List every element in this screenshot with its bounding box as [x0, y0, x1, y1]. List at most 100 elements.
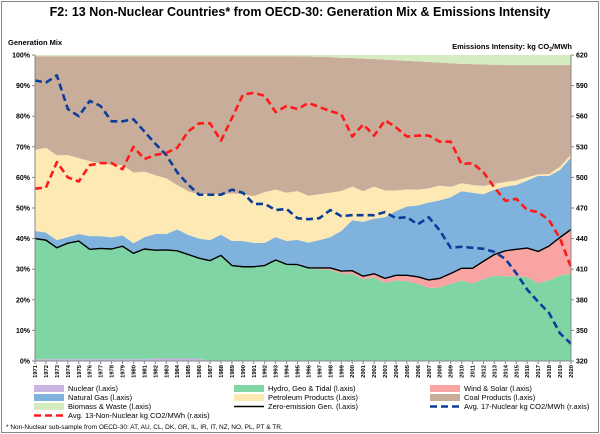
legend-label-wind-solar-l-axis: Wind & Solar (l.axis)	[464, 384, 532, 393]
x-tick-label: 1981	[142, 364, 148, 378]
x-tick-label: 1978	[110, 364, 116, 378]
x-tick-label: 2016	[525, 364, 531, 378]
x-tick-label: 2007	[427, 365, 433, 378]
right-tick-label: 500	[576, 175, 588, 182]
right-tick-label: 380	[576, 297, 588, 304]
x-tick-label: 2010	[460, 365, 466, 378]
area-petroleum-products-l-axis	[35, 147, 571, 244]
right-tick-label: 410	[576, 267, 588, 274]
x-tick-label: 2020	[569, 365, 575, 378]
legend-label-nuclear-l-axis: Nuclear (l.axis)	[68, 384, 119, 393]
x-tick-label: 1994	[285, 364, 291, 378]
right-tick-label: 530	[576, 144, 588, 151]
right-axis-label: Emissions Intensity: kg CO2/MWh	[452, 42, 572, 53]
line-series	[34, 74, 573, 345]
chart-title: F2: 13 Non-Nuclear Countries* from OECD-…	[50, 5, 551, 19]
x-tick-label: 1989	[230, 364, 236, 378]
x-tick-label: 1971	[33, 364, 39, 378]
left-axis-label: Generation Mix	[8, 38, 63, 47]
x-tick-label: 2005	[405, 364, 411, 378]
legend-swatch-hydro-geo-tidal-l-axis	[234, 385, 264, 392]
area-hydro-geo-tidal-l-axis	[35, 238, 571, 361]
x-tick-label: 1975	[77, 364, 83, 378]
x-tick-label: 1991	[252, 364, 258, 378]
line-avg-17-nuclear-kg-co2-mwh-r-axis	[34, 74, 572, 345]
legend: Nuclear (l.axis) Hydro, Geo & Tidal (l.ax…	[34, 384, 590, 420]
x-tick-label: 2011	[471, 364, 477, 377]
x-tick-label: 2002	[372, 365, 378, 378]
x-tick-label: 1974	[66, 364, 72, 378]
legend-label-coal-products-l-axis: Coal Products (l.axis)	[464, 393, 536, 402]
area-biomass-waste-l-axis	[35, 55, 571, 66]
left-tick-label: 10%	[16, 328, 31, 335]
footnote: * Non-Nuclear sub-sample from OECD-30: A…	[6, 424, 283, 431]
x-tick-label: 1985	[186, 364, 192, 378]
legend-label-petroleum-products-l-axis: Petroleum Products (l.axis)	[268, 393, 359, 402]
x-tick-label: 1973	[55, 364, 61, 378]
x-tick-label: 2009	[449, 364, 455, 378]
x-tick-label: 1999	[339, 364, 345, 378]
legend-label-hydro-geo-tidal-l-axis: Hydro, Geo & Tidal (l.axis)	[268, 384, 356, 393]
x-tick-label: 1988	[219, 364, 225, 378]
legend-swatch-biomass-waste-l-axis	[34, 403, 64, 410]
left-tick-label: 30%	[16, 267, 31, 274]
right-tick-label: 560	[576, 114, 588, 121]
line-zero-emission-gen-l-axis	[34, 228, 572, 281]
legend-label-biomass-waste-l-axis: Biomass & Waste (l.axis)	[68, 402, 152, 411]
right-tick-label: 590	[576, 83, 588, 90]
area-nuclear-l-axis	[35, 358, 571, 361]
area-natural-gas-l-axis	[35, 157, 571, 280]
left-tick-label: 20%	[16, 297, 31, 304]
axes: 0% 10% 20% 30% 40% 50% 60% 70% 80% 90% 100% 320 350 3…	[12, 53, 588, 378]
x-tick-label: 2003	[383, 364, 389, 378]
x-tick-label: 2000	[350, 365, 356, 378]
right-tick-label: 350	[576, 328, 588, 335]
x-tick-label: 1987	[208, 365, 214, 378]
legend-label-zero-emission-gen-l-axis: Zero-emission Gen. (l.axis)	[268, 402, 359, 411]
legend-swatch-natural-gas-l-axis	[34, 394, 64, 401]
x-tick-label: 2013	[492, 364, 498, 378]
legend-label-avg-17-nuclear-kg-co2-mwh-r-axis: Avg. 17-Nuclear kg CO2/MWh (r.axis)	[464, 402, 590, 411]
x-tick-label: 1979	[121, 364, 127, 378]
x-tick-label: 2018	[547, 364, 553, 378]
legend-swatch-petroleum-products-l-axis	[234, 394, 264, 401]
x-tick-label: 2004	[394, 364, 400, 378]
left-tick-label: 70%	[16, 144, 31, 151]
x-tick-label: 2014	[503, 364, 509, 378]
x-tick-label: 1980	[131, 365, 137, 378]
legend-swatch-nuclear-l-axis	[34, 385, 64, 392]
x-tick-label: 2017	[536, 365, 542, 378]
left-tick-label: 90%	[16, 83, 31, 90]
right-tick-label: 620	[576, 53, 588, 60]
x-tick-label: 1995	[296, 364, 302, 378]
left-tick-label: 50%	[16, 206, 31, 213]
x-tick-label: 2001	[361, 364, 367, 378]
left-tick-label: 0%	[20, 359, 31, 366]
x-tick-label: 2008	[438, 364, 444, 378]
x-tick-label: 1998	[328, 364, 334, 378]
right-tick-label: 320	[576, 359, 588, 366]
x-tick-label: 1972	[44, 365, 50, 378]
legend-swatch-wind-solar-l-axis	[430, 385, 460, 392]
x-tick-label: 2012	[481, 365, 487, 378]
x-tick-label: 1976	[88, 364, 94, 378]
stacked-areas	[35, 55, 571, 361]
x-tick-label: 1984	[175, 364, 181, 378]
line-avg-13-non-nuclear-kg-co2-mwh-r-axis	[34, 91, 573, 268]
left-tick-label: 40%	[16, 236, 31, 243]
left-tick-label: 100%	[12, 53, 31, 60]
x-tick-label: 1982	[153, 365, 159, 378]
x-tick-label: 2015	[514, 364, 520, 378]
x-tick-label: 1992	[263, 365, 269, 378]
legend-label-natural-gas-l-axis: Natural Gas (l.axis)	[68, 393, 133, 402]
legend-label-avg-13-non-nuclear-kg-co2-mwh-r-axis: Avg. 13-Non-Nuclear kg CO2/MWh (r.axis)	[68, 411, 210, 420]
x-tick-label: 1996	[306, 364, 312, 378]
right-tick-label: 440	[576, 236, 588, 243]
x-tick-label: 1990	[241, 365, 247, 378]
x-tick-label: 1997	[317, 365, 323, 378]
left-tick-label: 80%	[16, 114, 31, 121]
x-tick-label: 1993	[274, 364, 280, 378]
x-tick-label: 2006	[416, 364, 422, 378]
